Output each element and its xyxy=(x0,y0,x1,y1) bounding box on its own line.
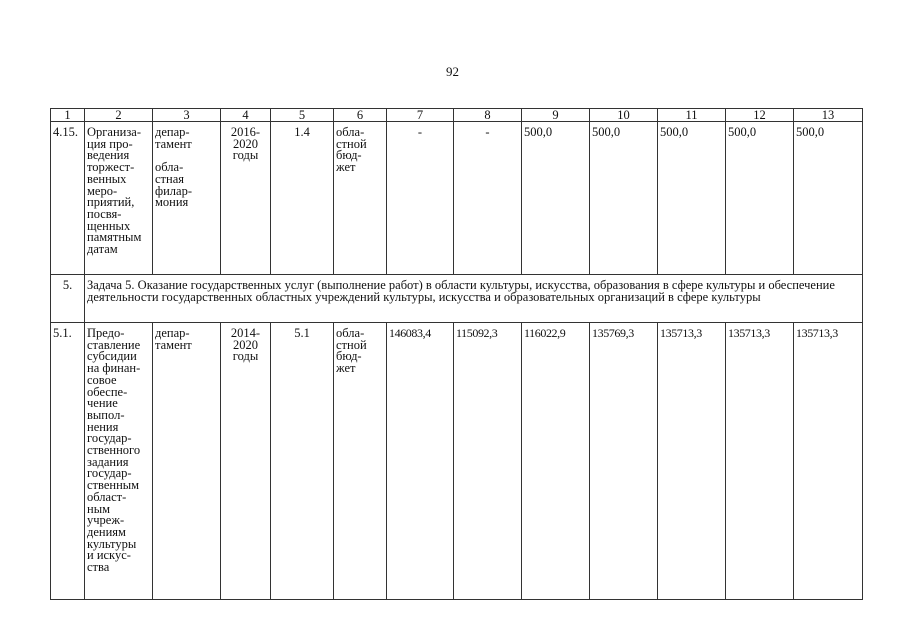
row-value: 500,0 xyxy=(589,121,658,275)
row-value: 135713,3 xyxy=(793,322,863,600)
row-period: 2014- 2020 годы xyxy=(220,322,271,600)
header-cell: 6 xyxy=(333,108,387,122)
row-value: 135713,3 xyxy=(725,322,794,600)
header-cell: 5 xyxy=(270,108,334,122)
row-period: 2016- 2020 годы xyxy=(220,121,271,275)
program-table: 1 2 3 4 5 6 7 8 9 10 11 12 13 4.15. Орга… xyxy=(50,108,863,600)
row-value: 500,0 xyxy=(793,121,863,275)
table-row: 5.1. Предо- ставление субсидии на финан-… xyxy=(50,322,863,600)
row-value: 135769,3 xyxy=(589,322,658,600)
row-value: 500,0 xyxy=(657,121,726,275)
row-indicator: 1.4 xyxy=(270,121,334,275)
row-name: Предо- ставление субсидии на финан- сово… xyxy=(84,322,153,600)
header-cell: 7 xyxy=(386,108,454,122)
row-value: 116022,9 xyxy=(521,322,590,600)
table-row: 4.15. Организа- ция про- ведения торжест… xyxy=(50,121,863,275)
row-number: 5. xyxy=(50,274,85,323)
header-cell: 13 xyxy=(793,108,863,122)
table-header-row: 1 2 3 4 5 6 7 8 9 10 11 12 13 xyxy=(50,108,863,122)
header-cell: 9 xyxy=(521,108,590,122)
header-cell: 1 xyxy=(50,108,85,122)
row-value: 146083,4 xyxy=(386,322,454,600)
row-value: 500,0 xyxy=(725,121,794,275)
row-source: обла- стной бюд- жет xyxy=(333,121,387,275)
row-value: - xyxy=(386,121,454,275)
header-cell: 3 xyxy=(152,108,221,122)
task-row: 5. Задача 5. Оказание государственных ус… xyxy=(50,274,863,323)
page-number: 92 xyxy=(446,64,459,79)
row-number: 5.1. xyxy=(50,322,85,600)
row-value: 135713,3 xyxy=(657,322,726,600)
header-cell: 8 xyxy=(453,108,522,122)
row-name: Организа- ция про- ведения торжест- венн… xyxy=(84,121,153,275)
row-value: - xyxy=(453,121,522,275)
row-executor: депар- тамент обла- стная филар- мония xyxy=(152,121,221,275)
header-cell: 11 xyxy=(657,108,726,122)
row-value: 500,0 xyxy=(521,121,590,275)
row-executor: депар- тамент xyxy=(152,322,221,600)
header-cell: 2 xyxy=(84,108,153,122)
header-cell: 4 xyxy=(220,108,271,122)
row-source: обла- стной бюд- жет xyxy=(333,322,387,600)
header-cell: 10 xyxy=(589,108,658,122)
task-description: Задача 5. Оказание государственных услуг… xyxy=(84,274,863,323)
row-indicator: 5.1 xyxy=(270,322,334,600)
row-number: 4.15. xyxy=(50,121,85,275)
row-value: 115092,3 xyxy=(453,322,522,600)
header-cell: 12 xyxy=(725,108,794,122)
